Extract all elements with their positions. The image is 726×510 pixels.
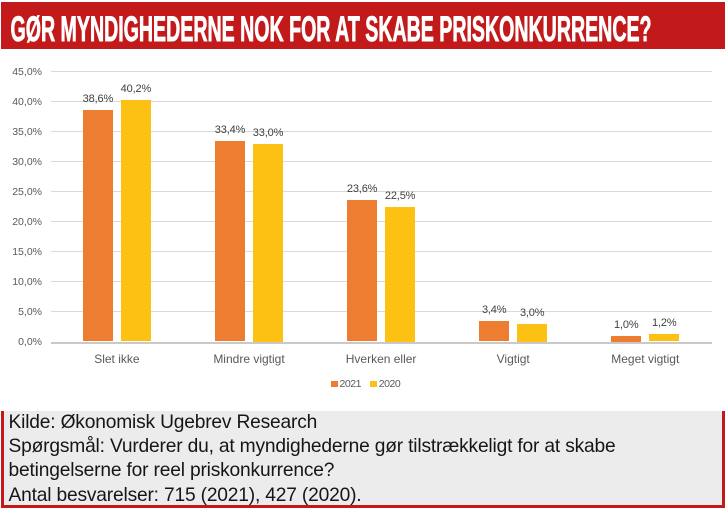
svg-text:GØR MYNDIGHEDERNE NOK FOR AT S: GØR MYNDIGHEDERNE NOK FOR AT SKABE PRISK…	[11, 10, 652, 49]
